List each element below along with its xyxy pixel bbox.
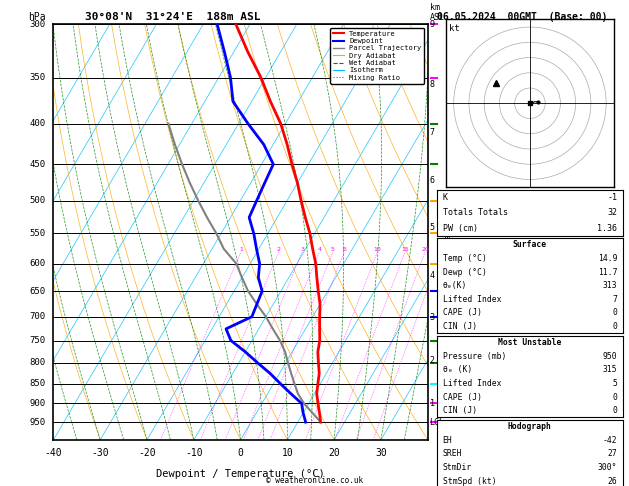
Text: 25: 25 bbox=[437, 247, 445, 252]
Text: StmSpd (kt): StmSpd (kt) bbox=[443, 477, 496, 486]
Text: CAPE (J): CAPE (J) bbox=[443, 309, 482, 317]
Text: 3: 3 bbox=[430, 312, 435, 322]
Text: 10: 10 bbox=[282, 448, 293, 458]
Text: 950: 950 bbox=[603, 352, 617, 361]
Text: CIN (J): CIN (J) bbox=[443, 322, 477, 331]
Text: 9: 9 bbox=[430, 20, 435, 29]
Text: 4: 4 bbox=[317, 247, 321, 252]
Text: Lifted Index: Lifted Index bbox=[443, 295, 501, 304]
Text: 450: 450 bbox=[30, 160, 46, 169]
Text: 5: 5 bbox=[331, 247, 335, 252]
Text: kt: kt bbox=[450, 24, 460, 34]
Text: -10: -10 bbox=[185, 448, 203, 458]
Text: CIN (J): CIN (J) bbox=[443, 406, 477, 415]
Text: 800: 800 bbox=[30, 358, 46, 367]
Text: 30: 30 bbox=[375, 448, 387, 458]
Text: 1: 1 bbox=[239, 247, 243, 252]
Text: 20: 20 bbox=[421, 247, 429, 252]
Text: Totals Totals: Totals Totals bbox=[443, 208, 508, 217]
Text: 7: 7 bbox=[430, 128, 435, 137]
Text: θₑ (K): θₑ (K) bbox=[443, 365, 472, 374]
Text: Dewpoint / Temperature (°C): Dewpoint / Temperature (°C) bbox=[156, 469, 325, 479]
Text: θₑ(K): θₑ(K) bbox=[443, 281, 467, 290]
Text: 15: 15 bbox=[401, 247, 409, 252]
Text: 6: 6 bbox=[342, 247, 347, 252]
Text: 650: 650 bbox=[30, 287, 46, 295]
Text: -40: -40 bbox=[45, 448, 62, 458]
Text: Hodograph: Hodograph bbox=[508, 422, 552, 431]
Text: 0: 0 bbox=[612, 322, 617, 331]
Text: 0: 0 bbox=[238, 448, 243, 458]
Text: Most Unstable: Most Unstable bbox=[498, 338, 562, 347]
Text: Lifted Index: Lifted Index bbox=[443, 379, 501, 388]
Text: 600: 600 bbox=[30, 259, 46, 268]
Text: 4: 4 bbox=[430, 272, 435, 280]
Text: 2: 2 bbox=[430, 356, 435, 365]
Text: 300°: 300° bbox=[598, 463, 617, 472]
Text: Mixing Ratio (g/kg): Mixing Ratio (g/kg) bbox=[444, 188, 453, 276]
Text: 315: 315 bbox=[603, 365, 617, 374]
Text: Surface: Surface bbox=[513, 241, 547, 249]
Text: -20: -20 bbox=[138, 448, 156, 458]
Text: hPa: hPa bbox=[28, 12, 46, 22]
Text: EH: EH bbox=[443, 436, 452, 445]
Text: -1: -1 bbox=[607, 193, 617, 202]
Text: 900: 900 bbox=[30, 399, 46, 408]
Text: km
ASL: km ASL bbox=[430, 3, 445, 22]
Text: 550: 550 bbox=[30, 229, 46, 238]
Text: 6: 6 bbox=[430, 176, 435, 185]
Text: 5: 5 bbox=[430, 223, 435, 232]
Text: 27: 27 bbox=[608, 450, 617, 458]
Text: 1: 1 bbox=[430, 399, 435, 408]
Text: 8: 8 bbox=[430, 80, 435, 89]
Text: -30: -30 bbox=[91, 448, 109, 458]
Text: LCL: LCL bbox=[430, 417, 445, 427]
Text: 2: 2 bbox=[277, 247, 281, 252]
Text: 14.9: 14.9 bbox=[598, 254, 617, 263]
Text: 850: 850 bbox=[30, 379, 46, 388]
Text: 300: 300 bbox=[30, 20, 46, 29]
Text: K: K bbox=[443, 193, 448, 202]
Text: 313: 313 bbox=[603, 281, 617, 290]
Text: 5: 5 bbox=[612, 379, 617, 388]
Text: 20: 20 bbox=[328, 448, 340, 458]
Text: CAPE (J): CAPE (J) bbox=[443, 393, 482, 401]
Text: SREH: SREH bbox=[443, 450, 462, 458]
Text: PW (cm): PW (cm) bbox=[443, 224, 477, 232]
Text: 500: 500 bbox=[30, 196, 46, 205]
Text: 0: 0 bbox=[612, 406, 617, 415]
Text: © weatheronline.co.uk: © weatheronline.co.uk bbox=[266, 476, 363, 485]
Text: 0: 0 bbox=[612, 309, 617, 317]
Text: 26: 26 bbox=[608, 477, 617, 486]
Text: 32: 32 bbox=[607, 208, 617, 217]
Text: Dewp (°C): Dewp (°C) bbox=[443, 268, 487, 277]
Text: 11.7: 11.7 bbox=[598, 268, 617, 277]
Legend: Temperature, Dewpoint, Parcel Trajectory, Dry Adiabat, Wet Adiabat, Isotherm, Mi: Temperature, Dewpoint, Parcel Trajectory… bbox=[330, 28, 424, 84]
Text: 750: 750 bbox=[30, 336, 46, 345]
Text: 0: 0 bbox=[612, 393, 617, 401]
Text: 350: 350 bbox=[30, 73, 46, 82]
Text: StmDir: StmDir bbox=[443, 463, 472, 472]
Text: -42: -42 bbox=[603, 436, 617, 445]
Text: Pressure (mb): Pressure (mb) bbox=[443, 352, 506, 361]
Text: 10: 10 bbox=[374, 247, 381, 252]
Text: 1.36: 1.36 bbox=[597, 224, 617, 232]
Text: 400: 400 bbox=[30, 119, 46, 128]
Text: Temp (°C): Temp (°C) bbox=[443, 254, 487, 263]
Text: 7: 7 bbox=[612, 295, 617, 304]
Text: 3: 3 bbox=[300, 247, 304, 252]
Text: 06.05.2024  00GMT  (Base: 00): 06.05.2024 00GMT (Base: 00) bbox=[437, 12, 608, 22]
Text: 950: 950 bbox=[30, 417, 46, 427]
Text: 700: 700 bbox=[30, 312, 46, 321]
Text: 30°08'N  31°24'E  188m ASL: 30°08'N 31°24'E 188m ASL bbox=[85, 12, 260, 22]
